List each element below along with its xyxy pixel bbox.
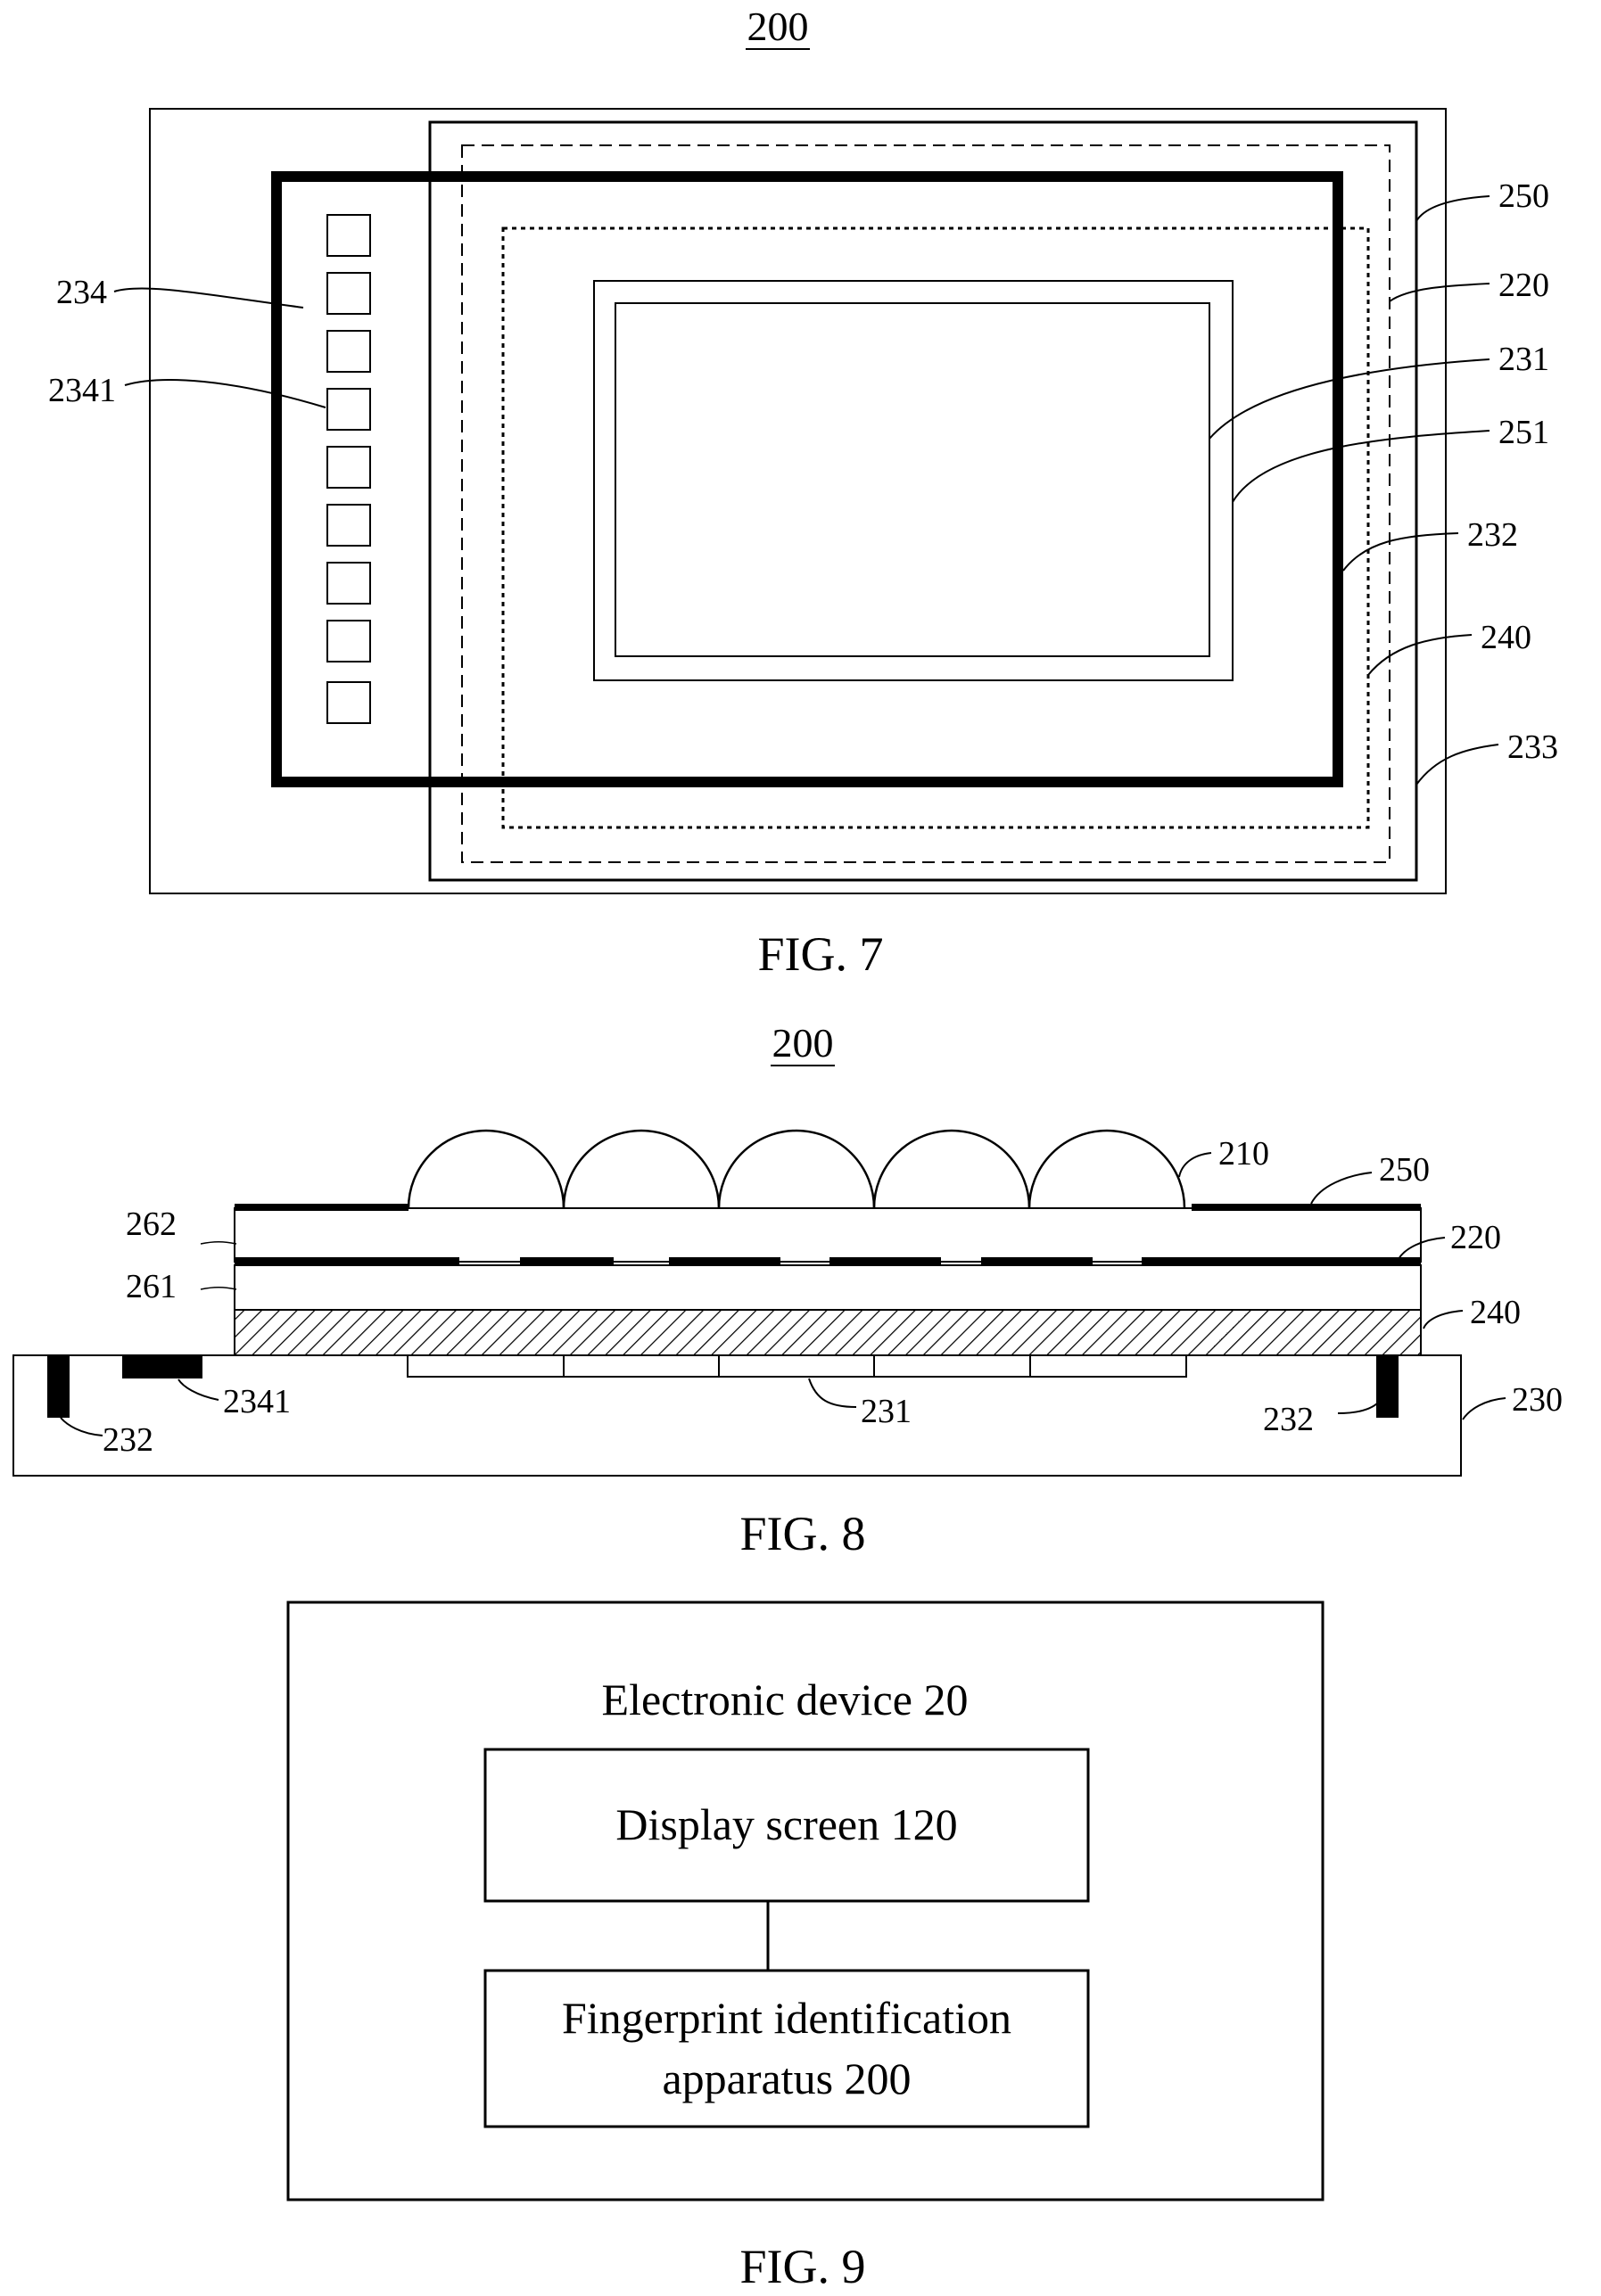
fig7-pad — [327, 389, 370, 430]
fig8-label-250: 250 — [1379, 1151, 1430, 1189]
fig8-sensor-pixel — [564, 1355, 719, 1377]
fig8-leader-232-left — [61, 1418, 103, 1436]
fig8-sensor-array-231 — [408, 1355, 1186, 1377]
fig7-leader-250 — [1416, 196, 1490, 221]
fig8-leader-231 — [809, 1378, 856, 1407]
fig9-fingerprint-label-line1: Fingerprint identification — [562, 1993, 1011, 2043]
fig8-leader-240 — [1424, 1311, 1463, 1329]
fig8-label-220: 220 — [1450, 1219, 1501, 1256]
fig7-device-label: 200 — [747, 4, 809, 49]
fig9-electronic-device-title: Electronic device 20 — [602, 1675, 969, 1724]
fig8-leader-261 — [201, 1288, 236, 1289]
fig9: Electronic device 20 Display screen 120 … — [288, 1602, 1323, 2293]
fig8-pad-2341 — [122, 1355, 202, 1378]
fig7-pad — [327, 331, 370, 372]
fig7-pad — [327, 682, 370, 723]
fig7-pad — [327, 563, 370, 604]
fig8-leader-250 — [1311, 1173, 1372, 1204]
fig7-pad — [327, 505, 370, 546]
fig8-microlens — [719, 1131, 874, 1208]
fig7-label-2341: 2341 — [48, 372, 116, 409]
fig8-leader-232-right — [1338, 1400, 1381, 1413]
fig8-sensor-pixel — [874, 1355, 1030, 1377]
fig9-caption: FIG. 9 — [739, 2240, 865, 2293]
fig7-label-250: 250 — [1498, 177, 1549, 215]
fig8-light-block-250-left — [235, 1204, 409, 1211]
fig8-microlens — [874, 1131, 1029, 1208]
fig8-label-230: 230 — [1512, 1381, 1563, 1419]
fig9-fingerprint-label-line2: apparatus 200 — [662, 2053, 911, 2103]
fig8-label-232-right: 232 — [1263, 1401, 1314, 1438]
fig7-caption: FIG. 7 — [757, 927, 883, 981]
fig8-leader-230 — [1463, 1398, 1506, 1420]
fig7-label-231: 231 — [1498, 341, 1549, 378]
fig8-label-2341: 2341 — [223, 1383, 291, 1420]
fig7-pad — [327, 447, 370, 488]
fig8-aperture-segment — [669, 1257, 780, 1265]
fig7-leader-231 — [1209, 359, 1490, 439]
fig8-post-232-left — [47, 1355, 70, 1418]
fig8-aperture-segment — [235, 1257, 459, 1265]
fig8-leader-210 — [1179, 1153, 1211, 1177]
fig8-aperture-segment — [1142, 1257, 1421, 1265]
fig7-region-231 — [615, 303, 1209, 656]
fig8-device-label: 200 — [772, 1020, 834, 1066]
fig8-caption: FIG. 8 — [739, 1507, 865, 1560]
fig8-label-210: 210 — [1218, 1135, 1269, 1173]
fig8-aperture-segment — [829, 1257, 941, 1265]
fig7-region-240 — [503, 228, 1368, 827]
fig9-display-screen-label: Display screen 120 — [615, 1799, 957, 1849]
fig7-leader-2341 — [125, 380, 326, 407]
fig8-layer-240 — [235, 1310, 1421, 1355]
fig7-label-232: 232 — [1467, 516, 1518, 554]
fig8-sensor-pixel — [719, 1355, 874, 1377]
fig7-region-251 — [594, 281, 1233, 680]
fig7-leader-232 — [1343, 533, 1458, 571]
fig8-post-232-right — [1376, 1355, 1399, 1418]
fig8-label-262: 262 — [126, 1206, 177, 1243]
fig7-region-232 — [276, 177, 1338, 782]
fig7-label-251: 251 — [1498, 414, 1549, 451]
fig7: 200 — [48, 4, 1558, 981]
fig7-leader-233 — [1416, 745, 1498, 785]
fig8-leader-2341 — [178, 1379, 219, 1400]
fig7-leader-240 — [1368, 635, 1472, 675]
fig8-sensor-pixel — [1030, 1355, 1186, 1377]
fig8-aperture-segment — [981, 1257, 1093, 1265]
fig7-region-233 — [430, 122, 1416, 880]
fig8-microlens-array — [409, 1131, 1184, 1208]
fig8-microlens — [1029, 1131, 1184, 1208]
fig8-leader-262 — [201, 1242, 236, 1244]
fig8-light-block-250-right — [1192, 1204, 1421, 1211]
fig7-label-240: 240 — [1481, 619, 1531, 656]
fig7-label-233: 233 — [1507, 728, 1558, 766]
fig8-aperture-segment — [520, 1257, 614, 1265]
fig8-microlens — [564, 1131, 719, 1208]
fig7-leader-220 — [1390, 284, 1490, 301]
fig8-layer-262 — [235, 1208, 1421, 1262]
fig7-pad — [327, 215, 370, 256]
fig8-sensor-pixel — [408, 1355, 564, 1377]
fig7-label-234: 234 — [56, 274, 107, 311]
fig7-label-220: 220 — [1498, 267, 1549, 304]
fig7-region-220 — [462, 145, 1390, 862]
fig7-leader-251 — [1233, 431, 1490, 502]
fig7-pad-column — [327, 215, 370, 723]
fig8-label-231: 231 — [861, 1393, 912, 1430]
fig8: 200 — [13, 1020, 1563, 1560]
fig8-label-240: 240 — [1470, 1294, 1521, 1331]
fig7-substrate-outline — [150, 109, 1446, 893]
fig8-layer-261 — [235, 1265, 1421, 1310]
fig8-microlens — [409, 1131, 564, 1208]
fig8-label-232-left: 232 — [103, 1421, 153, 1459]
fig7-pad — [327, 621, 370, 662]
fig7-pad — [327, 273, 370, 314]
fig8-label-261: 261 — [126, 1268, 177, 1305]
